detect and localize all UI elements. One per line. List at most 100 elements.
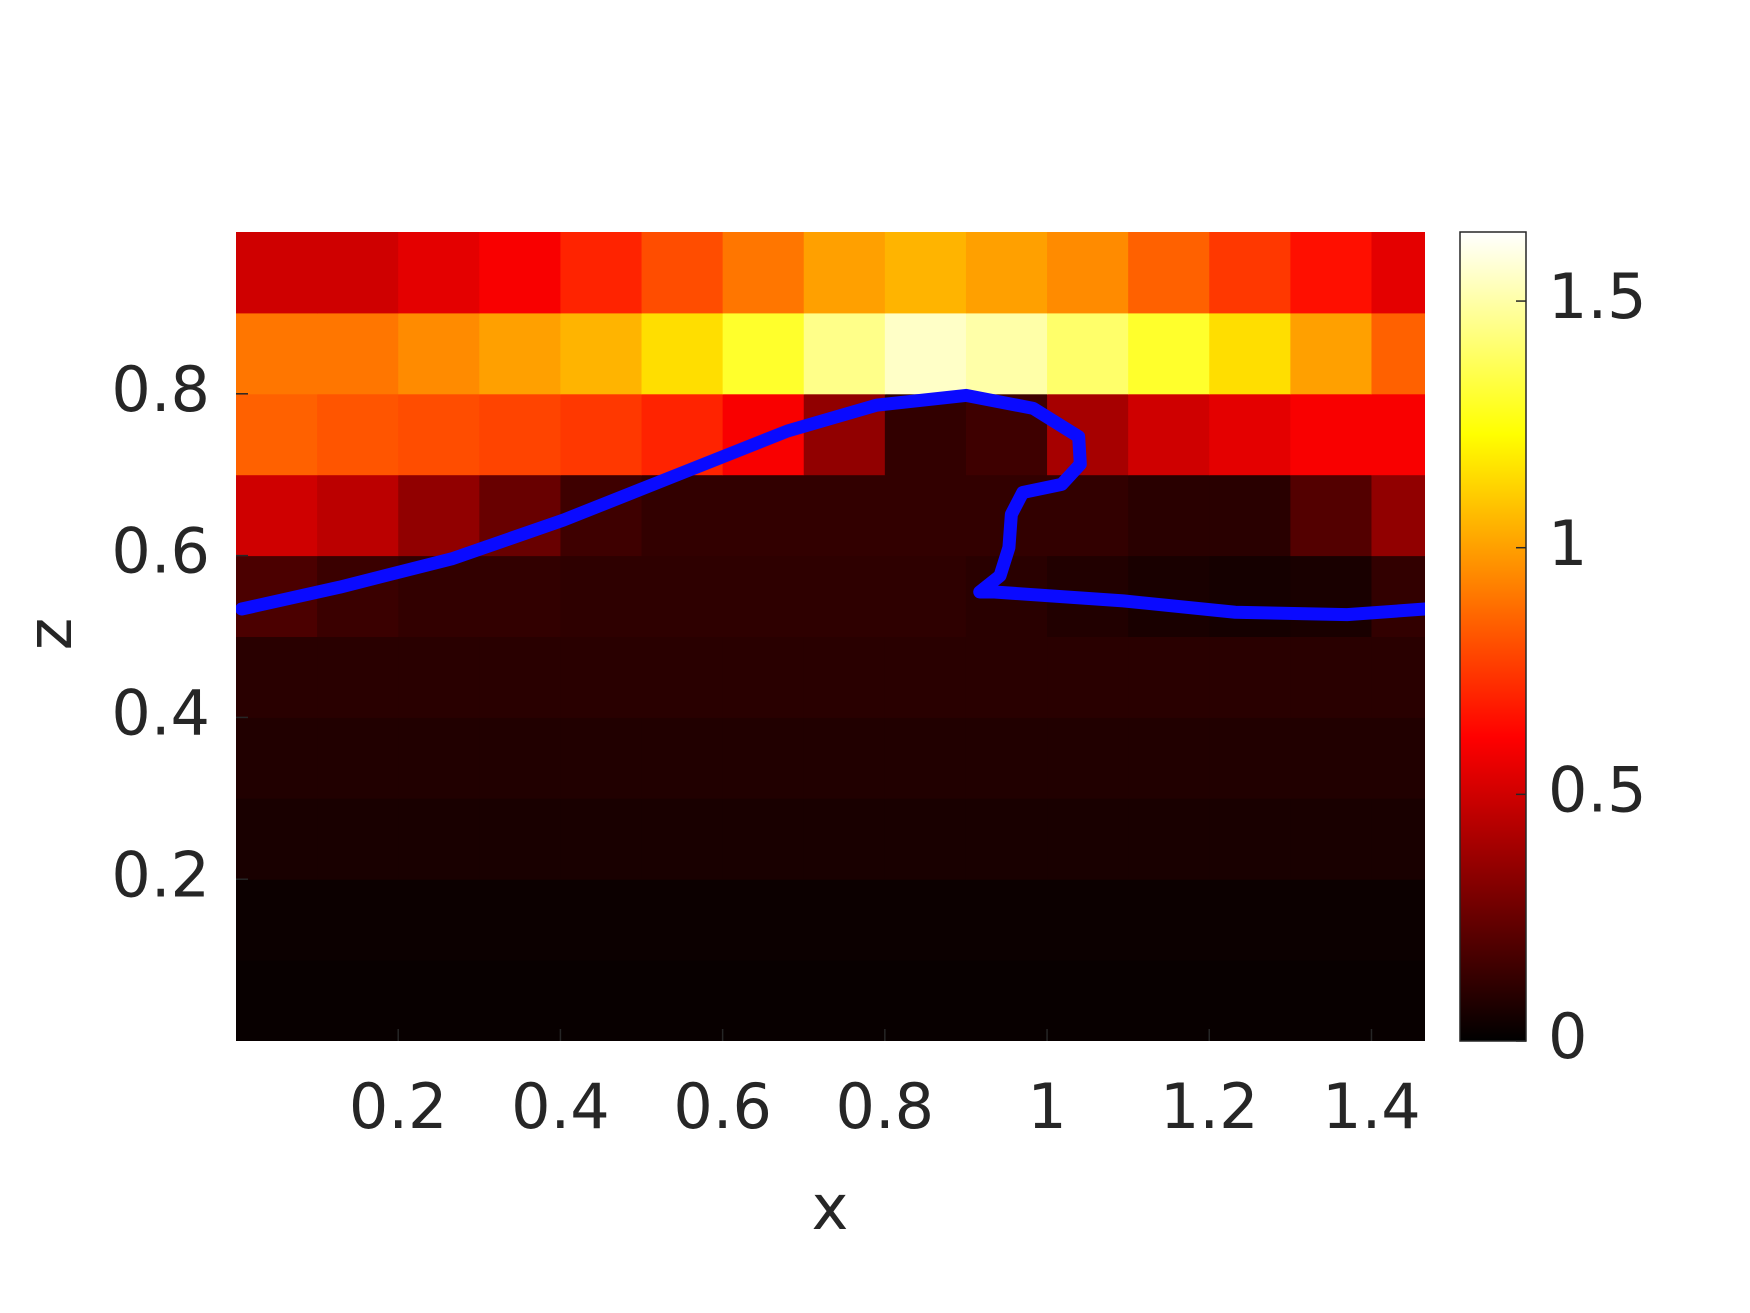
heat-cell xyxy=(398,960,480,1041)
heat-cell xyxy=(479,798,561,880)
heat-cell xyxy=(479,879,561,961)
heat-cell xyxy=(803,312,886,395)
heat-cell xyxy=(317,879,399,961)
heat-cell xyxy=(1128,312,1210,395)
heat-cell xyxy=(1371,555,1425,637)
heat-cell xyxy=(317,474,399,557)
heat-cell xyxy=(965,232,1048,314)
heat-cell xyxy=(317,636,399,718)
colorbar-tick-label: 0.5 xyxy=(1548,753,1647,826)
heat-cell xyxy=(236,393,318,476)
colorbar-tick-label: 1 xyxy=(1548,507,1587,580)
heat-cell xyxy=(1047,717,1129,799)
heat-cell xyxy=(641,312,724,395)
heat-cell xyxy=(1371,717,1425,799)
heat-cell xyxy=(803,555,886,637)
heat-cell xyxy=(1209,474,1291,557)
heat-cell xyxy=(1371,636,1425,718)
heat-cell xyxy=(398,636,480,718)
heat-cell xyxy=(641,555,724,637)
heat-cell xyxy=(1209,636,1291,718)
interface-line xyxy=(236,388,1425,622)
heat-cell xyxy=(236,636,318,718)
heat-cell xyxy=(1290,393,1372,476)
heat-cell xyxy=(1209,717,1291,799)
heat-cell xyxy=(560,232,643,314)
heat-cell xyxy=(1047,232,1129,314)
heat-cell xyxy=(479,636,561,718)
heat-cell xyxy=(317,555,399,637)
x-axis-label: x xyxy=(812,1171,849,1244)
heat-cell xyxy=(479,555,561,637)
heat-cell xyxy=(641,717,724,799)
heat-cell xyxy=(965,636,1048,718)
heat-cell xyxy=(236,717,318,799)
colorbar-tick-label: 0 xyxy=(1548,1000,1587,1073)
x-tick-label: 0.2 xyxy=(349,1070,448,1143)
heatmap xyxy=(236,232,1425,1041)
colorbar-tick-label: 1.5 xyxy=(1548,260,1647,333)
heat-cell xyxy=(965,879,1048,961)
heat-cell xyxy=(398,393,480,476)
heat-cell xyxy=(1047,879,1129,961)
heat-cell xyxy=(722,232,805,314)
heat-cell xyxy=(722,636,805,718)
heat-cell xyxy=(560,960,643,1041)
heat-cell xyxy=(479,312,561,395)
heat-cell xyxy=(641,232,724,314)
heat-cell xyxy=(722,555,805,637)
heat-cell xyxy=(803,232,886,314)
heat-cell xyxy=(722,474,805,557)
heat-cell xyxy=(884,960,967,1041)
heat-cell xyxy=(1371,798,1425,880)
heat-cell xyxy=(479,960,561,1041)
heat-cell xyxy=(1047,960,1129,1041)
heat-cell xyxy=(884,312,967,395)
heat-cell xyxy=(1290,960,1372,1041)
heat-cell xyxy=(641,879,724,961)
heat-cell xyxy=(1128,474,1210,557)
heat-cell xyxy=(1371,960,1425,1041)
heat-cell xyxy=(1128,960,1210,1041)
heat-cell xyxy=(236,312,318,395)
x-tick-label: 1.2 xyxy=(1160,1070,1259,1143)
heat-cell xyxy=(560,555,643,637)
heat-cell xyxy=(641,636,724,718)
heat-cell xyxy=(965,960,1048,1041)
heat-cell xyxy=(560,312,643,395)
heat-cell xyxy=(1209,312,1291,395)
heat-cell xyxy=(965,798,1048,880)
heat-cell xyxy=(1290,636,1372,718)
heat-cell xyxy=(965,717,1048,799)
heat-cell xyxy=(398,798,480,880)
heat-cell xyxy=(884,879,967,961)
heat-cell xyxy=(1371,312,1425,395)
heat-cell xyxy=(236,879,318,961)
y-axis-label: z xyxy=(13,618,86,651)
heat-cell xyxy=(1128,393,1210,476)
heat-cell xyxy=(1209,232,1291,314)
heat-cell xyxy=(1290,312,1372,395)
heat-cell xyxy=(398,232,480,314)
y-tick-label: 0.2 xyxy=(111,838,210,911)
heat-cell xyxy=(884,717,967,799)
heat-cell xyxy=(317,960,399,1041)
heat-cell xyxy=(1209,393,1291,476)
heat-cell xyxy=(1290,474,1372,557)
heat-cell xyxy=(1290,798,1372,880)
heat-cell xyxy=(803,717,886,799)
heat-cell xyxy=(803,474,886,557)
heat-cell xyxy=(1290,555,1372,637)
heat-cell xyxy=(479,232,561,314)
heat-cell xyxy=(1209,960,1291,1041)
heat-cell xyxy=(722,798,805,880)
heat-cell xyxy=(560,393,643,476)
heat-cell xyxy=(1128,636,1210,718)
heat-cell xyxy=(722,717,805,799)
heat-cell xyxy=(1128,879,1210,961)
heat-cell xyxy=(803,960,886,1041)
y-tick-label: 0.8 xyxy=(111,353,210,426)
heat-cell xyxy=(884,555,967,637)
heat-cell xyxy=(236,960,318,1041)
